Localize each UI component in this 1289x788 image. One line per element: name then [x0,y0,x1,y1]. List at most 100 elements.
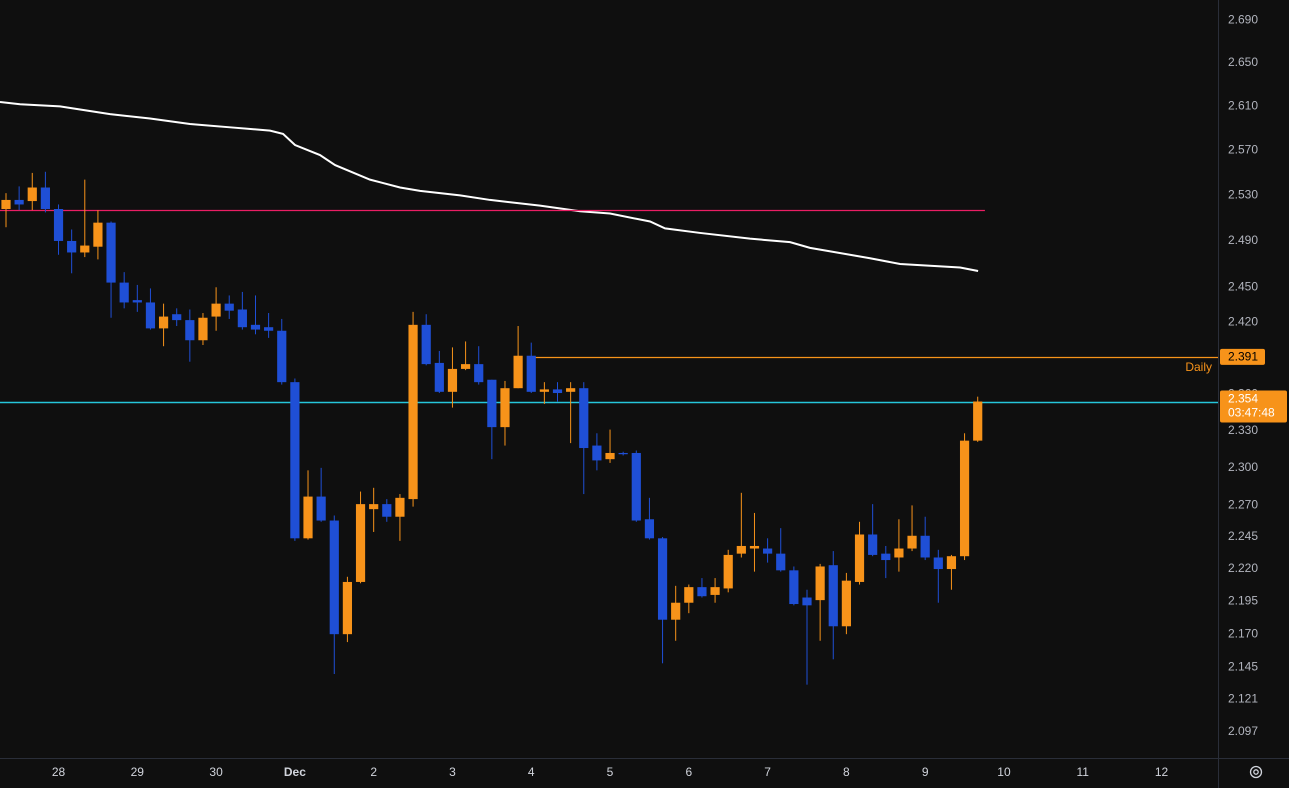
y-tick-label: 2.420 [1228,315,1258,329]
y-tick-label: 2.450 [1228,279,1258,293]
x-tick-label: 3 [449,765,456,779]
candle-body [93,222,103,247]
candle-body [592,445,602,461]
x-tick-label: Dec [284,765,306,779]
candle-body [53,208,64,241]
candle-body [881,553,891,561]
moving-average-line [0,101,979,272]
candle-body [342,581,353,635]
candle-body [802,597,812,606]
x-tick-label: 30 [209,765,223,779]
candle-body [487,379,497,428]
x-tick-label: 10 [997,765,1011,779]
candle-body [946,556,957,570]
candle-body [303,496,313,539]
candle-body [395,497,405,517]
settings-icon[interactable] [1249,765,1263,779]
x-tick-label: 4 [528,765,535,779]
y-tick-label: 2.097 [1228,724,1258,738]
candle-body [763,548,773,554]
candle-body [474,364,484,383]
candle-body [710,587,720,595]
x-tick-label: 8 [843,765,850,779]
candle-body [671,602,681,620]
candle-body [211,303,221,317]
candle-body [697,587,707,597]
candle-body [67,240,77,253]
candle-body [277,330,287,383]
y-tick-label: 2.121 [1228,692,1258,706]
x-tick-label: 28 [52,765,66,779]
candle-body [907,535,917,549]
y-tick-label: 2.570 [1228,143,1258,157]
y-tick-label: 2.270 [1228,498,1258,512]
candle-body [723,554,733,589]
candle-body [421,324,431,365]
y-tick-label: 2.530 [1228,188,1258,202]
x-tick-label: 5 [607,765,614,779]
candle-body [382,504,392,517]
candle-body [198,317,208,341]
candle-body [172,314,182,321]
candle-body [894,548,904,558]
price-tag-label: 2.354 [1228,392,1258,406]
candle-body [631,452,641,521]
candle-body [460,364,471,369]
candle-body [80,245,90,253]
candle-body [250,324,261,330]
candle-body [854,534,865,582]
candle-body [828,565,838,627]
y-tick-label: 2.330 [1228,423,1258,437]
candle-body [500,388,510,428]
candle-body [447,368,458,392]
candle-body [841,580,851,627]
x-tick-label: 2 [370,765,377,779]
gear-outer [1249,765,1263,779]
y-tick-label: 2.170 [1228,626,1258,640]
candle-body [355,504,366,582]
candle-body [434,362,444,392]
candle-body [815,566,825,601]
candle-body [920,535,930,558]
y-tick-label: 2.195 [1228,594,1258,608]
candle-body [106,222,116,283]
y-tick-label: 2.650 [1228,55,1258,69]
candle-body [237,309,247,328]
candle-body [736,545,746,554]
candle-body [973,401,983,441]
candle-body [579,388,589,449]
candle-body [119,282,129,303]
x-tick-label: 7 [764,765,771,779]
candle-body [933,557,943,570]
gear-inner [1253,769,1259,775]
x-tick-label: 6 [685,765,692,779]
candle-body [526,355,536,392]
plot-area [0,101,1218,685]
candle-body [539,389,549,392]
y-tick-label: 2.490 [1228,233,1258,247]
x-tick-label: 9 [922,765,929,779]
y-tick-label: 2.690 [1228,12,1258,26]
candle-body [329,520,339,635]
candle-body [40,187,50,209]
candle-body [605,452,615,460]
y-tick-label: 2.220 [1228,561,1258,575]
candle-body [14,199,24,205]
candle-body [185,320,195,341]
candle-body [1,199,11,209]
price-tag-label: 2.391 [1228,350,1258,364]
x-tick-label: 11 [1077,765,1090,779]
candle-body [27,187,37,202]
price-tag [1220,390,1287,423]
candle-body [789,570,799,605]
y-tick-label: 2.145 [1228,659,1258,673]
x-tick-label: 12 [1155,765,1169,779]
candle-body [618,452,628,455]
candle-body [566,388,576,392]
countdown-label: 03:47:48 [1228,406,1275,420]
level-name: Daily [1185,360,1212,374]
candle-body [408,324,418,500]
